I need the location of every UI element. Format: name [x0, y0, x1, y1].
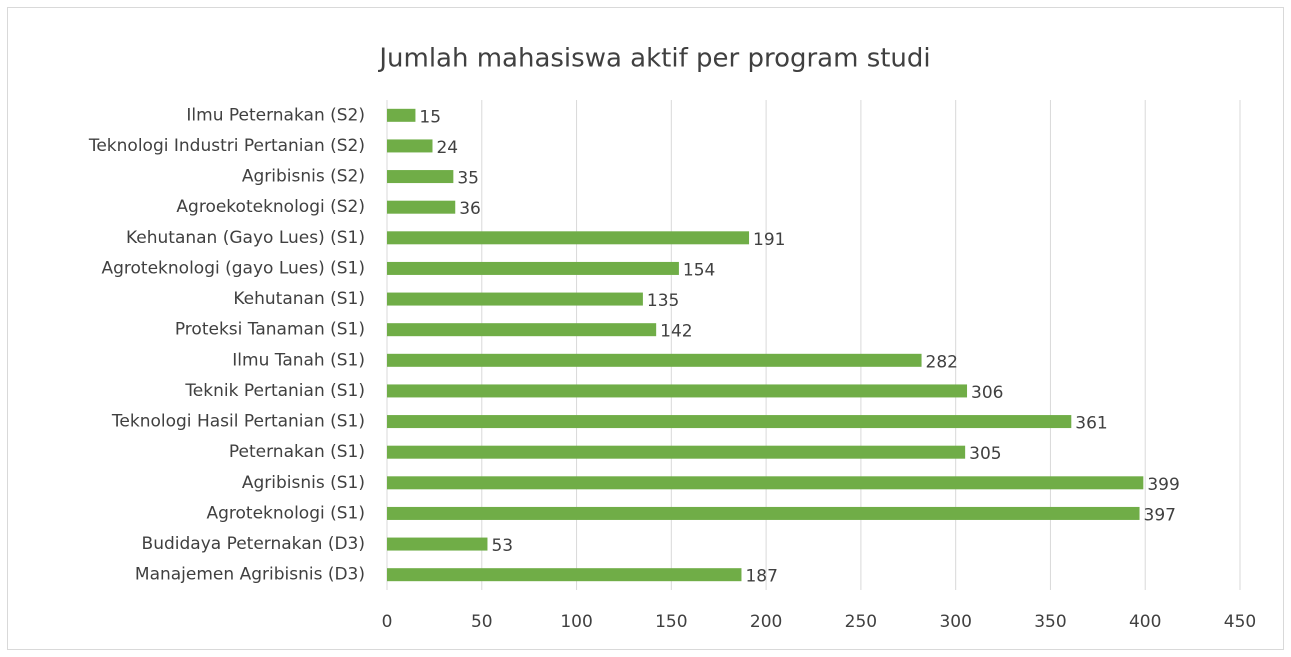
data-label: 15 — [419, 107, 441, 127]
bar — [387, 292, 643, 306]
bar — [387, 170, 454, 184]
y-tick-label: Ilmu Peternakan (S2) — [186, 105, 365, 125]
y-tick-label: Teknologi Hasil Pertanian (S1) — [111, 412, 365, 432]
x-tick-label: 0 — [382, 612, 393, 632]
x-tick-label: 100 — [560, 612, 592, 632]
bar — [387, 506, 1140, 520]
bar — [387, 139, 433, 153]
y-tick-label: Kehutanan (Gayo Lues) (S1) — [126, 228, 365, 248]
data-label: 361 — [1075, 414, 1107, 434]
data-label: 191 — [753, 230, 785, 250]
y-tick-label: Budidaya Peternakan (D3) — [142, 534, 365, 554]
bar — [387, 108, 416, 122]
y-tick-label: Agribisnis (S2) — [242, 167, 365, 187]
data-label: 282 — [926, 352, 958, 372]
data-label: 35 — [457, 169, 479, 189]
y-tick-label: Kehutanan (S1) — [233, 289, 365, 309]
bar — [387, 231, 750, 245]
x-tick-label: 150 — [655, 612, 687, 632]
y-tick-label: Agribisnis (S1) — [242, 473, 365, 493]
bar — [387, 415, 1072, 429]
x-tick-label: 300 — [939, 612, 971, 632]
y-tick-label: Peternakan (S1) — [229, 442, 365, 462]
y-tick-label: Teknik Pertanian (S1) — [184, 381, 365, 401]
data-label: 187 — [745, 567, 777, 587]
y-tick-label: Agroteknologi (S1) — [207, 503, 366, 523]
bar — [387, 445, 966, 459]
x-tick-label: 50 — [471, 612, 493, 632]
y-tick-label: Proteksi Tanaman (S1) — [175, 320, 365, 340]
y-tick-label: Agroteknologi (gayo Lues) (S1) — [102, 258, 366, 278]
bar — [387, 537, 488, 551]
data-label: 135 — [647, 291, 679, 311]
bar — [387, 200, 456, 214]
data-label: 399 — [1147, 475, 1179, 495]
bar — [387, 261, 679, 275]
data-label: 305 — [969, 444, 1001, 464]
data-label: 36 — [459, 199, 481, 219]
data-label: 142 — [660, 322, 692, 342]
data-label: 154 — [683, 260, 715, 280]
bar — [387, 353, 922, 367]
y-tick-label: Manajemen Agribisnis (D3) — [135, 565, 365, 585]
x-tick-label: 250 — [845, 612, 877, 632]
data-label: 24 — [436, 138, 458, 158]
y-tick-label: Agroekoteknologi (S2) — [176, 197, 365, 217]
x-tick-label: 400 — [1129, 612, 1161, 632]
y-tick-label: Teknologi Industri Pertanian (S2) — [88, 136, 365, 156]
x-tick-label: 200 — [750, 612, 782, 632]
data-label: 306 — [971, 383, 1003, 403]
bar — [387, 384, 968, 398]
bar — [387, 323, 657, 337]
data-label: 397 — [1144, 505, 1176, 525]
x-tick-label: 450 — [1224, 612, 1256, 632]
bar — [387, 476, 1144, 490]
data-label: 53 — [491, 536, 513, 556]
y-tick-label: Ilmu Tanah (S1) — [232, 350, 365, 370]
bar — [387, 568, 742, 582]
x-tick-label: 350 — [1034, 612, 1066, 632]
chart-title: Jumlah mahasiswa aktif per program studi — [377, 44, 930, 74]
